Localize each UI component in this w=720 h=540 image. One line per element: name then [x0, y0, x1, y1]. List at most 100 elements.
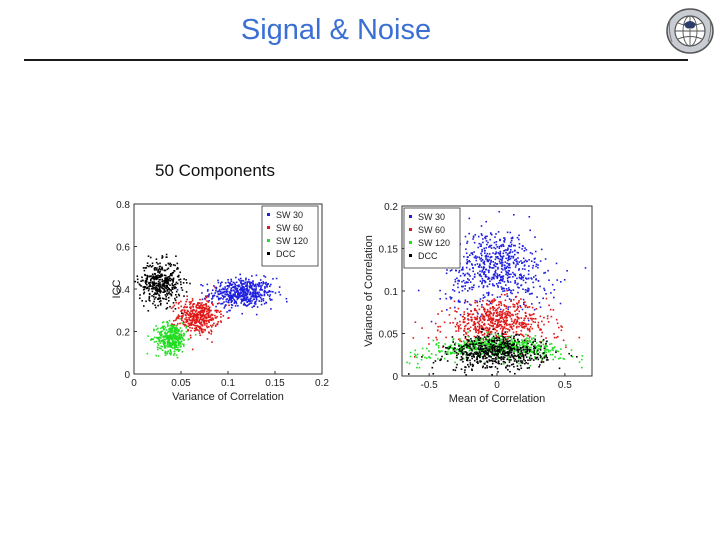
data-point [263, 289, 266, 292]
data-point [515, 347, 517, 349]
data-point [193, 316, 195, 319]
data-point [491, 353, 493, 355]
data-point [511, 251, 514, 253]
data-point [201, 331, 203, 334]
data-point [511, 236, 514, 239]
data-point [232, 289, 235, 292]
data-point [528, 367, 530, 369]
data-point [185, 319, 188, 322]
data-point [201, 302, 203, 304]
data-point [480, 266, 483, 268]
data-point [473, 347, 476, 349]
data-point [508, 329, 511, 332]
data-point [462, 318, 465, 321]
data-point [220, 313, 222, 315]
data-point [468, 287, 471, 290]
data-point [491, 267, 494, 269]
data-point [497, 360, 500, 363]
data-point [581, 366, 583, 369]
data-point [505, 273, 507, 276]
data-point [492, 346, 494, 349]
data-point [221, 302, 224, 305]
data-point [226, 293, 229, 296]
data-point [217, 290, 220, 293]
data-point [229, 299, 231, 301]
data-point [539, 356, 542, 358]
data-point [479, 356, 481, 359]
data-point [504, 345, 507, 347]
data-point [243, 282, 245, 285]
data-point [502, 343, 504, 346]
data-point [170, 346, 173, 349]
data-point [553, 333, 555, 335]
data-point [242, 288, 245, 291]
data-point [496, 314, 499, 316]
data-point [255, 297, 258, 299]
data-point [487, 347, 489, 350]
data-point [156, 290, 158, 293]
data-point [476, 300, 478, 302]
data-point [215, 288, 218, 290]
data-point [167, 345, 169, 348]
data-point [229, 284, 231, 286]
data-point [166, 256, 168, 258]
data-point [438, 350, 440, 352]
data-point [537, 349, 539, 352]
data-point [488, 345, 491, 348]
data-point [516, 365, 519, 367]
data-point [473, 316, 476, 319]
data-point [528, 330, 531, 333]
data-point [184, 311, 187, 314]
data-point [469, 346, 471, 348]
data-point [471, 252, 474, 254]
data-point [529, 365, 532, 367]
data-point [156, 267, 158, 269]
data-point [507, 338, 509, 340]
data-point [517, 317, 520, 319]
data-point [560, 325, 562, 327]
data-point [148, 295, 151, 298]
data-point [514, 341, 516, 343]
data-point [458, 345, 460, 347]
data-point [481, 345, 483, 348]
data-point [247, 281, 250, 283]
data-point [500, 315, 503, 318]
data-point [490, 341, 493, 343]
data-point [226, 298, 228, 300]
data-point [218, 311, 221, 313]
data-point [505, 319, 508, 321]
data-point [480, 233, 483, 235]
data-point [500, 259, 503, 261]
data-point [503, 358, 505, 360]
data-point [503, 336, 506, 339]
data-point [174, 348, 176, 350]
data-point [418, 366, 421, 369]
data-point [169, 349, 171, 351]
data-point [508, 256, 510, 258]
data-point [508, 289, 511, 291]
data-point [527, 323, 530, 326]
data-point [524, 359, 526, 362]
data-point [144, 286, 147, 288]
data-point [501, 317, 503, 319]
data-point [516, 361, 518, 364]
data-point [465, 333, 468, 335]
data-point [530, 348, 533, 351]
data-point [208, 331, 210, 333]
data-point [157, 327, 159, 330]
data-point [552, 358, 554, 361]
data-point [502, 333, 504, 335]
data-point [535, 308, 538, 310]
data-point [172, 310, 175, 313]
data-point [495, 241, 498, 243]
data-point [518, 276, 521, 279]
data-point [466, 261, 469, 263]
data-point [172, 278, 175, 281]
data-point [484, 237, 487, 240]
data-point [507, 289, 510, 291]
data-point [520, 306, 522, 309]
data-point [186, 282, 188, 284]
data-point [482, 306, 485, 309]
data-point [201, 309, 204, 312]
data-point [160, 335, 163, 337]
